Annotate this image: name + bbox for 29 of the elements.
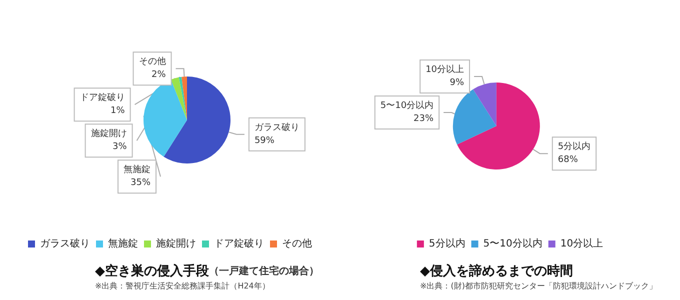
slice-label: その他 (138, 56, 166, 68)
text: （一戸建て住宅の場合） (209, 265, 319, 277)
text: ※出典：(財)都市防犯研究センター「防犯環境設計ハンドブック」 (420, 282, 657, 290)
data-label: 9% (450, 78, 464, 88)
data-label: 2% (151, 70, 166, 80)
slice-label: 施錠開け (90, 128, 127, 140)
legend-label: 10分以上 (560, 238, 604, 250)
slice-label: ガラス破り (254, 122, 300, 133)
data-label: 3% (112, 142, 128, 152)
data-label: 35% (130, 178, 151, 188)
legend-label: ドア錠破り (214, 238, 264, 250)
legend-label: ガラス破り (40, 238, 90, 250)
data-label: 68% (558, 155, 578, 166)
data-label: 59% (254, 136, 275, 146)
slice-label: 5分以内 (558, 141, 591, 152)
slice-label: 10分以上 (426, 64, 464, 76)
legend-label: 無施錠 (108, 238, 138, 250)
text: ◆侵入を諦めるまでの時間 (420, 263, 573, 279)
legend-label: 5〜10分以内 (483, 238, 542, 250)
legend-label: 5分以内 (428, 238, 466, 250)
text: ◆空き巣の侵入手段 (95, 263, 210, 279)
slice-label: 無施錠 (124, 164, 151, 176)
text: ※出典：警視庁生活安全総務課手集計（H24年） (95, 282, 270, 290)
legend-label: その他 (282, 238, 312, 250)
data-label: 1% (110, 106, 126, 116)
data-label: 23% (414, 114, 434, 124)
legend-label: 施錠開け (156, 238, 196, 250)
slice-label: 5〜10分以内 (380, 100, 434, 112)
slice-label: ドア錠破り (80, 92, 125, 104)
